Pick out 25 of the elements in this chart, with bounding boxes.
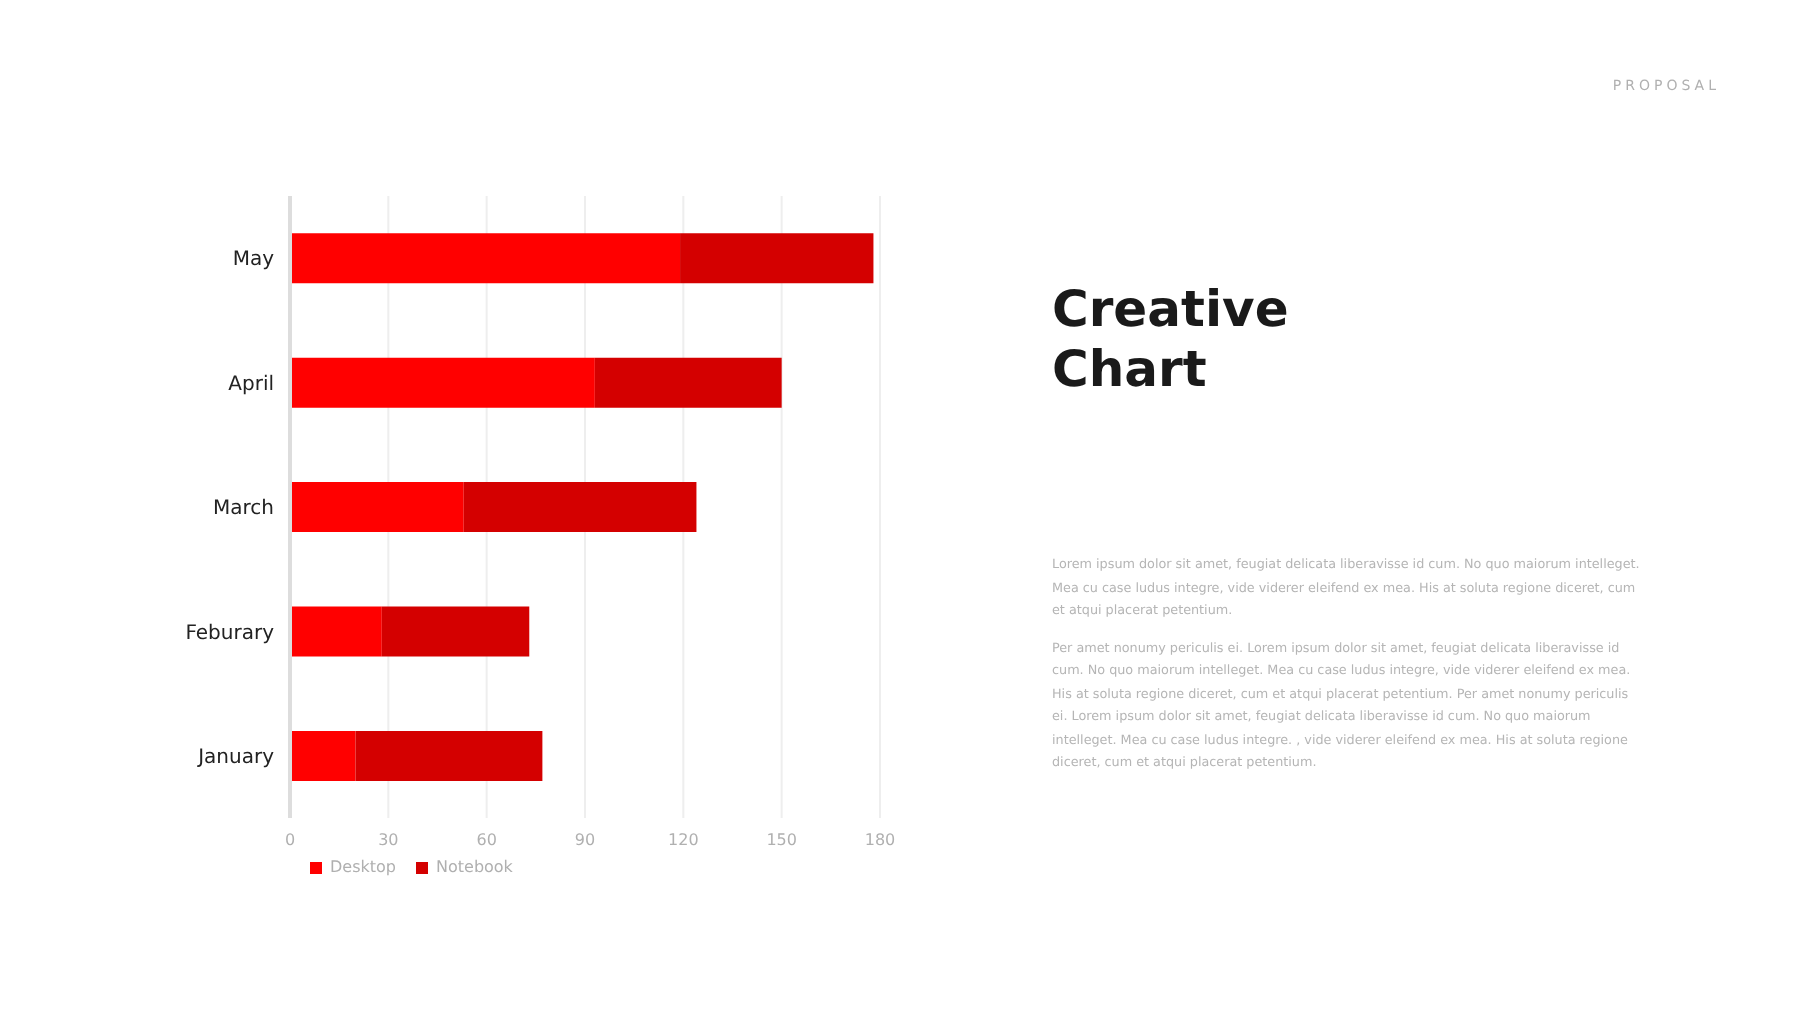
bar xyxy=(463,482,697,533)
bar xyxy=(290,233,681,284)
y-tick-label: January xyxy=(196,746,275,769)
x-tick-label: 90 xyxy=(574,831,596,850)
x-tick-label: 0 xyxy=(284,831,296,850)
y-tick-label: May xyxy=(232,249,275,272)
x-tick-label: 60 xyxy=(476,831,497,850)
y-tick-label: April xyxy=(228,373,274,396)
bar xyxy=(355,730,543,781)
bar xyxy=(290,357,595,408)
y-tick-label: Feburary xyxy=(185,622,275,645)
x-tick-label: 120 xyxy=(668,831,699,850)
x-tick-label: 30 xyxy=(378,831,399,850)
bar xyxy=(594,357,782,408)
y-tick-label: March xyxy=(213,498,274,521)
bar xyxy=(381,606,530,657)
bar xyxy=(290,482,464,533)
bar xyxy=(680,233,874,284)
x-tick-label: 150 xyxy=(766,831,797,850)
bar xyxy=(290,730,356,781)
legend-label: Desktop xyxy=(330,858,396,876)
x-tick-label: 180 xyxy=(864,831,896,850)
bar xyxy=(290,606,382,657)
legend-label: Notebook xyxy=(436,858,513,876)
text: Creative Chart xyxy=(1052,280,1291,400)
